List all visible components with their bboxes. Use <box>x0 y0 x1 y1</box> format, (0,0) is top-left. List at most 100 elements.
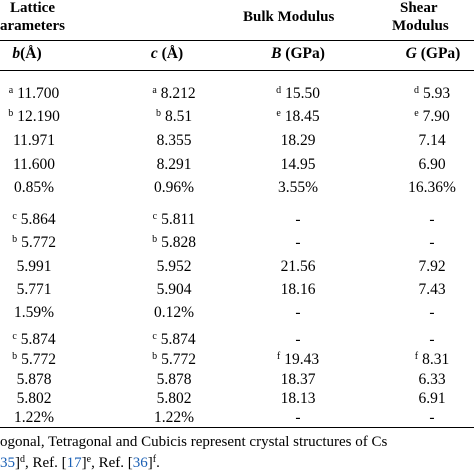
header-lattice-line2: arameters <box>0 18 65 34</box>
cell-c-row5: 0.96% <box>154 178 194 197</box>
footnote-marker: b <box>12 351 18 362</box>
cell-value: 1.22% <box>13 409 55 426</box>
cell-G-row5: 16.36% <box>408 178 456 197</box>
cell-value: - <box>295 211 301 228</box>
cell-b-row7: b 5.772 <box>12 233 56 254</box>
cell-value: 6.90 <box>418 156 446 173</box>
cell-G-row4: 6.90 <box>418 155 445 174</box>
header-b-symbol: b <box>12 45 21 62</box>
footnote-marker: a <box>8 85 14 96</box>
cell-G-row11: - <box>429 330 434 349</box>
footnote-ref-17[interactable]: 17 <box>66 455 82 471</box>
cell-value: 5.864 <box>20 211 56 228</box>
cell-B-row4: 14.95 <box>281 155 316 174</box>
header-c-unit: (Å) <box>157 45 184 62</box>
cell-value: 14.95 <box>280 156 316 173</box>
footnote-line2: 35]d, Ref. [17]e, Ref. [36]f. <box>0 454 160 471</box>
cell-value: 7.43 <box>418 281 446 298</box>
cell-value: 15.50 <box>285 85 320 102</box>
footnote-ref-36[interactable]: 36 <box>132 455 148 471</box>
cell-c-row15: 1.22% <box>154 408 194 427</box>
cell-B-row8: 21.56 <box>281 257 316 276</box>
cell-G-row10: - <box>429 303 434 322</box>
cell-G-row13: 6.33 <box>418 370 445 389</box>
cell-c-row4: 8.291 <box>157 155 192 174</box>
header-G-unit: (GPa) <box>416 45 461 62</box>
cell-B-row9: 18.16 <box>281 280 316 299</box>
header-c-column: c (Å) <box>151 44 183 63</box>
header-bulk-modulus: Bulk Modulus <box>243 9 335 25</box>
cell-b-row6: c 5.864 <box>12 210 55 231</box>
cell-value: 6.91 <box>418 390 446 407</box>
cell-G-row2: e 7.90 <box>414 107 450 128</box>
header-shear-line2: Modulus <box>392 18 449 34</box>
cell-b-row5: 0.85% <box>14 178 54 197</box>
header-B-column: B (GPa) <box>271 44 325 63</box>
cell-value: 12.190 <box>17 108 60 125</box>
cell-value: 19.43 <box>284 351 320 368</box>
cell-value: 0.85% <box>13 179 55 196</box>
footnote-marker: c <box>152 331 157 342</box>
cell-value: 5.874 <box>160 331 196 348</box>
cell-c-row7: b 5.828 <box>152 233 196 254</box>
header-c-symbol: c <box>150 45 158 62</box>
cell-value: 5.93 <box>422 85 451 102</box>
cell-value: 3.55% <box>277 179 319 196</box>
cell-c-row11: c 5.874 <box>152 330 195 351</box>
cell-value: 5.991 <box>16 258 52 275</box>
cell-B-row7: - <box>295 233 300 252</box>
cell-value: 0.12% <box>153 304 195 321</box>
cell-b-row11: c 5.874 <box>12 330 55 351</box>
cell-B-row6: - <box>295 210 300 229</box>
cell-c-row2: b 8.51 <box>156 107 192 128</box>
cell-B-row12: f 19.43 <box>277 350 319 371</box>
cell-b-row3: 11.971 <box>13 131 55 150</box>
cell-value: - <box>295 331 301 348</box>
cell-c-row13: 5.878 <box>157 370 192 389</box>
cell-value: 5.772 <box>161 351 196 368</box>
cell-value: 7.90 <box>422 108 450 125</box>
footnote-text-2: , Ref. [ <box>91 455 133 471</box>
cell-b-row15: 1.22% <box>14 408 54 427</box>
cell-c-row1: a 8.212 <box>152 84 195 105</box>
footnote-marker: f <box>276 351 281 362</box>
cell-value: 5.878 <box>156 371 192 388</box>
cell-value: 18.13 <box>280 390 316 407</box>
cell-value: 18.16 <box>280 281 316 298</box>
cell-value: 5.811 <box>161 211 196 228</box>
cell-value: - <box>295 304 301 321</box>
cell-c-row10: 0.12% <box>154 303 194 322</box>
cell-value: 8.212 <box>160 85 196 102</box>
footnote-marker: f <box>414 351 419 362</box>
cell-b-row9: 5.771 <box>17 280 52 299</box>
footnote-text-1: , Ref. [ <box>25 455 67 471</box>
cell-G-row14: 6.91 <box>418 389 445 408</box>
cell-G-row12: f 8.31 <box>415 350 449 371</box>
cell-G-row8: 7.92 <box>418 257 445 276</box>
cell-value: 11.600 <box>12 156 56 173</box>
header-bottom-rule <box>0 70 474 71</box>
cell-value: 21.56 <box>280 258 316 275</box>
cell-value: 5.828 <box>161 234 196 251</box>
cell-value: - <box>295 409 301 426</box>
cell-G-row9: 7.43 <box>418 280 445 299</box>
cell-b-row1: a 11.700 <box>9 84 60 105</box>
cell-b-row10: 1.59% <box>14 303 54 322</box>
cell-B-row3: 18.29 <box>281 131 316 150</box>
cell-value: 11.700 <box>17 85 60 102</box>
cell-value: - <box>429 331 435 348</box>
cell-value: 7.92 <box>418 258 446 275</box>
footnote-marker: b <box>152 234 158 245</box>
footnote-marker: c <box>12 331 17 342</box>
footnote-marker: e <box>414 108 419 119</box>
footnote-ref-35[interactable]: 35 <box>0 455 15 471</box>
cell-value: 5.802 <box>156 390 192 407</box>
cell-value: 5.878 <box>16 371 52 388</box>
cell-b-row13: 5.878 <box>17 370 52 389</box>
cell-c-row14: 5.802 <box>157 389 192 408</box>
cell-G-row3: 7.14 <box>418 131 445 150</box>
header-G-column: G (GPa) <box>406 44 461 63</box>
cell-value: - <box>295 234 301 251</box>
cell-value: 7.14 <box>418 132 446 149</box>
cell-b-row12: b 5.772 <box>12 350 56 371</box>
